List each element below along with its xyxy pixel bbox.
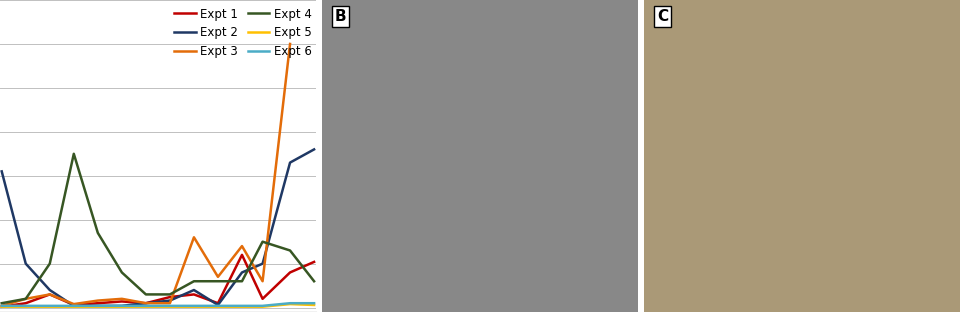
- Expt 1: [0, 305, 8, 309]
- Expt 4: [236, 279, 248, 283]
- Expt 3: [164, 301, 176, 305]
- Expt 6: [20, 304, 32, 308]
- Expt 2: [68, 304, 80, 308]
- Expt 4: [20, 297, 32, 301]
- Expt 3: [44, 293, 56, 296]
- Expt 5: [284, 302, 296, 306]
- Expt 5: [140, 305, 152, 309]
- Expt 5: [92, 305, 104, 309]
- Expt 2: [116, 304, 128, 308]
- Expt 3: [284, 42, 296, 46]
- Expt 5: [212, 305, 224, 309]
- Expt 6: [116, 304, 128, 308]
- Expt 3: [92, 299, 104, 302]
- Expt 1: [44, 293, 56, 296]
- Expt 5: [308, 303, 320, 307]
- Expt 4: [116, 271, 128, 274]
- Expt 2: [44, 288, 56, 292]
- Expt 1: [92, 301, 104, 305]
- Expt 6: [44, 304, 56, 308]
- Expt 2: [308, 148, 320, 151]
- Text: B: B: [335, 9, 347, 24]
- Expt 5: [116, 305, 128, 309]
- Expt 4: [164, 293, 176, 296]
- Expt 3: [20, 297, 32, 301]
- Expt 6: [188, 304, 200, 308]
- Expt 4: [44, 262, 56, 266]
- Expt 3: [212, 275, 224, 279]
- Expt 6: [212, 304, 224, 308]
- Expt 1: [164, 295, 176, 299]
- Expt 3: [0, 304, 8, 308]
- Expt 5: [0, 305, 8, 309]
- Legend: Expt 1, Expt 2, Expt 3, Expt 4, Expt 5, Expt 6: Expt 1, Expt 2, Expt 3, Expt 4, Expt 5, …: [170, 3, 316, 63]
- Expt 1: [68, 303, 80, 307]
- Expt 1: [212, 301, 224, 305]
- Expt 3: [116, 297, 128, 301]
- Expt 4: [257, 240, 269, 244]
- Expt 3: [140, 301, 152, 305]
- Expt 6: [284, 301, 296, 305]
- Expt 4: [0, 301, 8, 305]
- Expt 1: [257, 297, 269, 301]
- Expt 1: [188, 293, 200, 296]
- Expt 6: [257, 304, 269, 308]
- Expt 1: [308, 260, 320, 264]
- Expt 5: [44, 305, 56, 309]
- Line: Expt 6: Expt 6: [2, 303, 314, 306]
- Expt 6: [68, 304, 80, 308]
- Expt 3: [257, 279, 269, 283]
- Expt 6: [164, 304, 176, 308]
- Expt 6: [0, 304, 8, 308]
- Expt 2: [140, 301, 152, 305]
- Expt 2: [0, 169, 8, 173]
- Expt 2: [257, 262, 269, 266]
- Line: Expt 3: Expt 3: [2, 44, 290, 306]
- Expt 3: [188, 236, 200, 239]
- Expt 1: [284, 271, 296, 274]
- Expt 5: [188, 305, 200, 309]
- Expt 2: [212, 303, 224, 307]
- Expt 2: [188, 288, 200, 292]
- Line: Expt 2: Expt 2: [2, 149, 314, 306]
- Line: Expt 1: Expt 1: [2, 255, 314, 307]
- Expt 1: [116, 300, 128, 303]
- Expt 2: [92, 304, 104, 308]
- Expt 4: [92, 231, 104, 235]
- Expt 6: [92, 304, 104, 308]
- Expt 3: [68, 302, 80, 306]
- Expt 4: [140, 293, 152, 296]
- Expt 4: [212, 279, 224, 283]
- Expt 2: [20, 262, 32, 266]
- Line: Expt 5: Expt 5: [2, 304, 314, 307]
- Expt 5: [68, 305, 80, 309]
- Expt 4: [308, 279, 320, 283]
- Expt 6: [236, 304, 248, 308]
- Expt 6: [140, 304, 152, 308]
- Expt 2: [284, 161, 296, 164]
- Expt 6: [308, 301, 320, 305]
- Expt 5: [236, 305, 248, 309]
- Expt 1: [236, 253, 248, 257]
- Expt 3: [236, 244, 248, 248]
- Expt 5: [257, 305, 269, 309]
- Expt 1: [20, 301, 32, 305]
- Expt 4: [188, 279, 200, 283]
- Line: Expt 4: Expt 4: [2, 154, 314, 303]
- Expt 5: [20, 305, 32, 309]
- Expt 1: [140, 301, 152, 305]
- Expt 4: [68, 152, 80, 156]
- Expt 2: [164, 299, 176, 302]
- Expt 5: [164, 305, 176, 309]
- Expt 2: [236, 271, 248, 274]
- Expt 4: [284, 249, 296, 252]
- Text: C: C: [657, 9, 668, 24]
